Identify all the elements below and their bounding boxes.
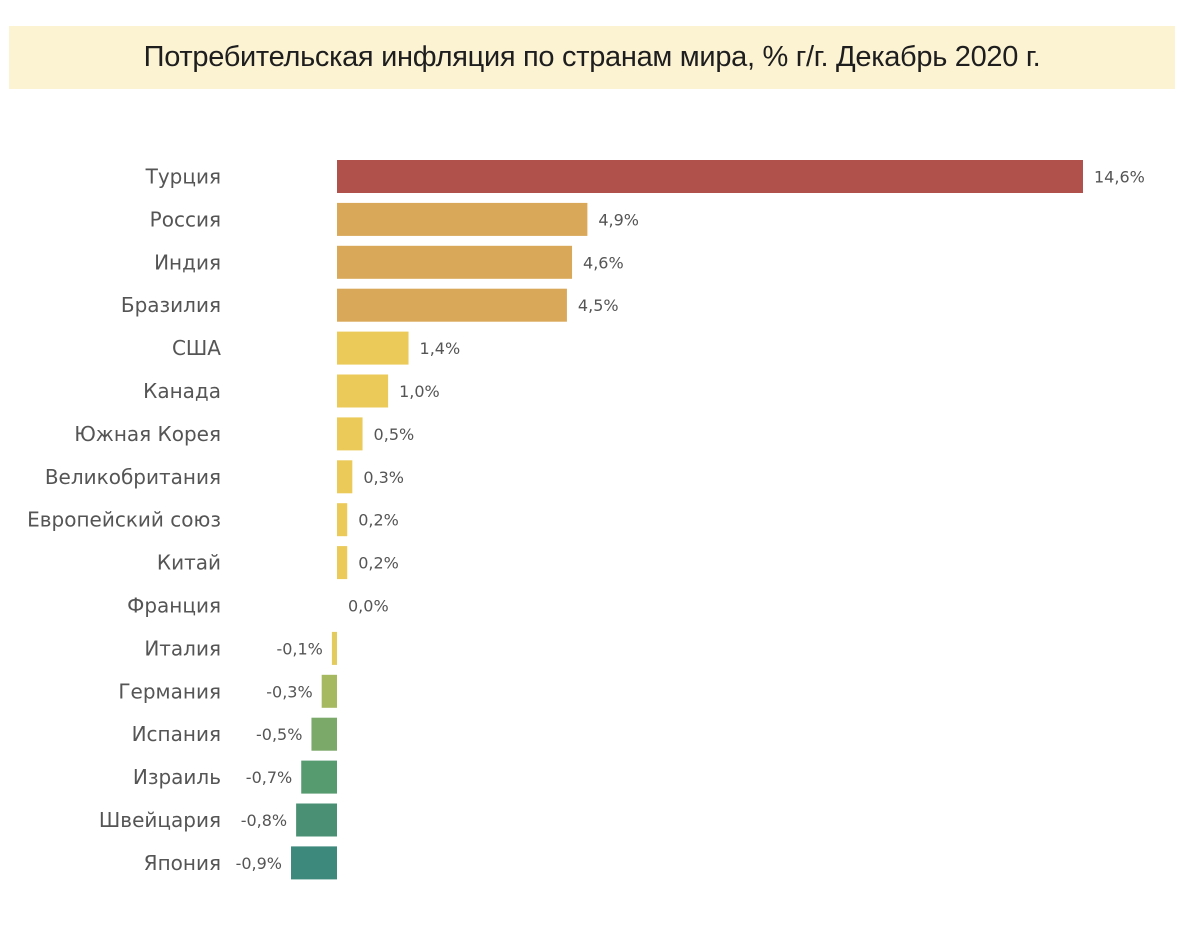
value-label-row-8: 0,2% xyxy=(358,511,399,530)
category-label-row-7: Великобритания xyxy=(45,465,221,489)
bar-row-7 xyxy=(337,460,353,494)
bar-row-12 xyxy=(321,674,337,708)
category-label-row-1: Россия xyxy=(150,207,221,231)
value-label-row-13: -0,5% xyxy=(256,725,302,744)
bar-row-6 xyxy=(337,417,363,451)
category-label-row-0: Турция xyxy=(145,165,221,189)
bar-row-15 xyxy=(296,803,337,837)
value-label-row-0: 14,6% xyxy=(1094,168,1145,187)
value-label-row-9: 0,2% xyxy=(358,554,399,573)
category-label-row-8: Европейский союз xyxy=(27,508,221,532)
value-label-row-14: -0,7% xyxy=(246,768,292,787)
value-label-row-7: 0,3% xyxy=(363,468,404,487)
category-label-row-13: Испания xyxy=(132,722,221,746)
bar-row-4 xyxy=(337,331,409,365)
bar-row-5 xyxy=(337,374,389,408)
value-label-row-1: 4,9% xyxy=(598,210,639,229)
bar-row-2 xyxy=(337,245,573,279)
bar-row-13 xyxy=(311,717,337,751)
title-banner: Потребительская инфляция по странам мира… xyxy=(9,26,1175,89)
bar-row-11 xyxy=(331,631,337,665)
bar-row-14 xyxy=(301,760,337,794)
category-label-row-3: Бразилия xyxy=(121,293,221,317)
bar-row-9 xyxy=(337,546,348,580)
chart-title: Потребительская инфляция по странам мира… xyxy=(143,41,1041,73)
bar-row-16 xyxy=(291,846,337,880)
category-label-row-4: США xyxy=(172,336,221,360)
value-label-row-4: 1,4% xyxy=(420,339,461,358)
bar-row-3 xyxy=(337,288,567,322)
category-label-row-2: Индия xyxy=(154,250,221,274)
value-label-row-15: -0,8% xyxy=(241,811,287,830)
category-label-row-11: Италия xyxy=(144,636,221,660)
bar-row-1 xyxy=(337,202,588,236)
category-label-row-12: Германия xyxy=(118,679,221,703)
category-label-row-14: Израиль xyxy=(133,765,221,789)
bar-row-8 xyxy=(337,503,348,537)
value-label-row-2: 4,6% xyxy=(583,253,624,272)
category-label-row-10: Франция xyxy=(127,594,221,618)
category-label-row-16: Япония xyxy=(144,851,221,875)
category-label-row-9: Китай xyxy=(157,551,221,575)
category-label-row-15: Швейцария xyxy=(99,808,221,832)
value-label-row-3: 4,5% xyxy=(578,296,619,315)
value-label-row-11: -0,1% xyxy=(276,639,322,658)
value-label-row-12: -0,3% xyxy=(266,682,312,701)
category-label-row-6: Южная Корея xyxy=(74,422,221,446)
value-label-row-10: 0,0% xyxy=(348,597,389,616)
value-label-row-16: -0,9% xyxy=(236,854,282,873)
bar-row-0 xyxy=(337,160,1083,193)
category-label-row-5: Канада xyxy=(143,379,221,403)
value-label-row-6: 0,5% xyxy=(374,425,415,444)
value-label-row-5: 1,0% xyxy=(399,382,440,401)
